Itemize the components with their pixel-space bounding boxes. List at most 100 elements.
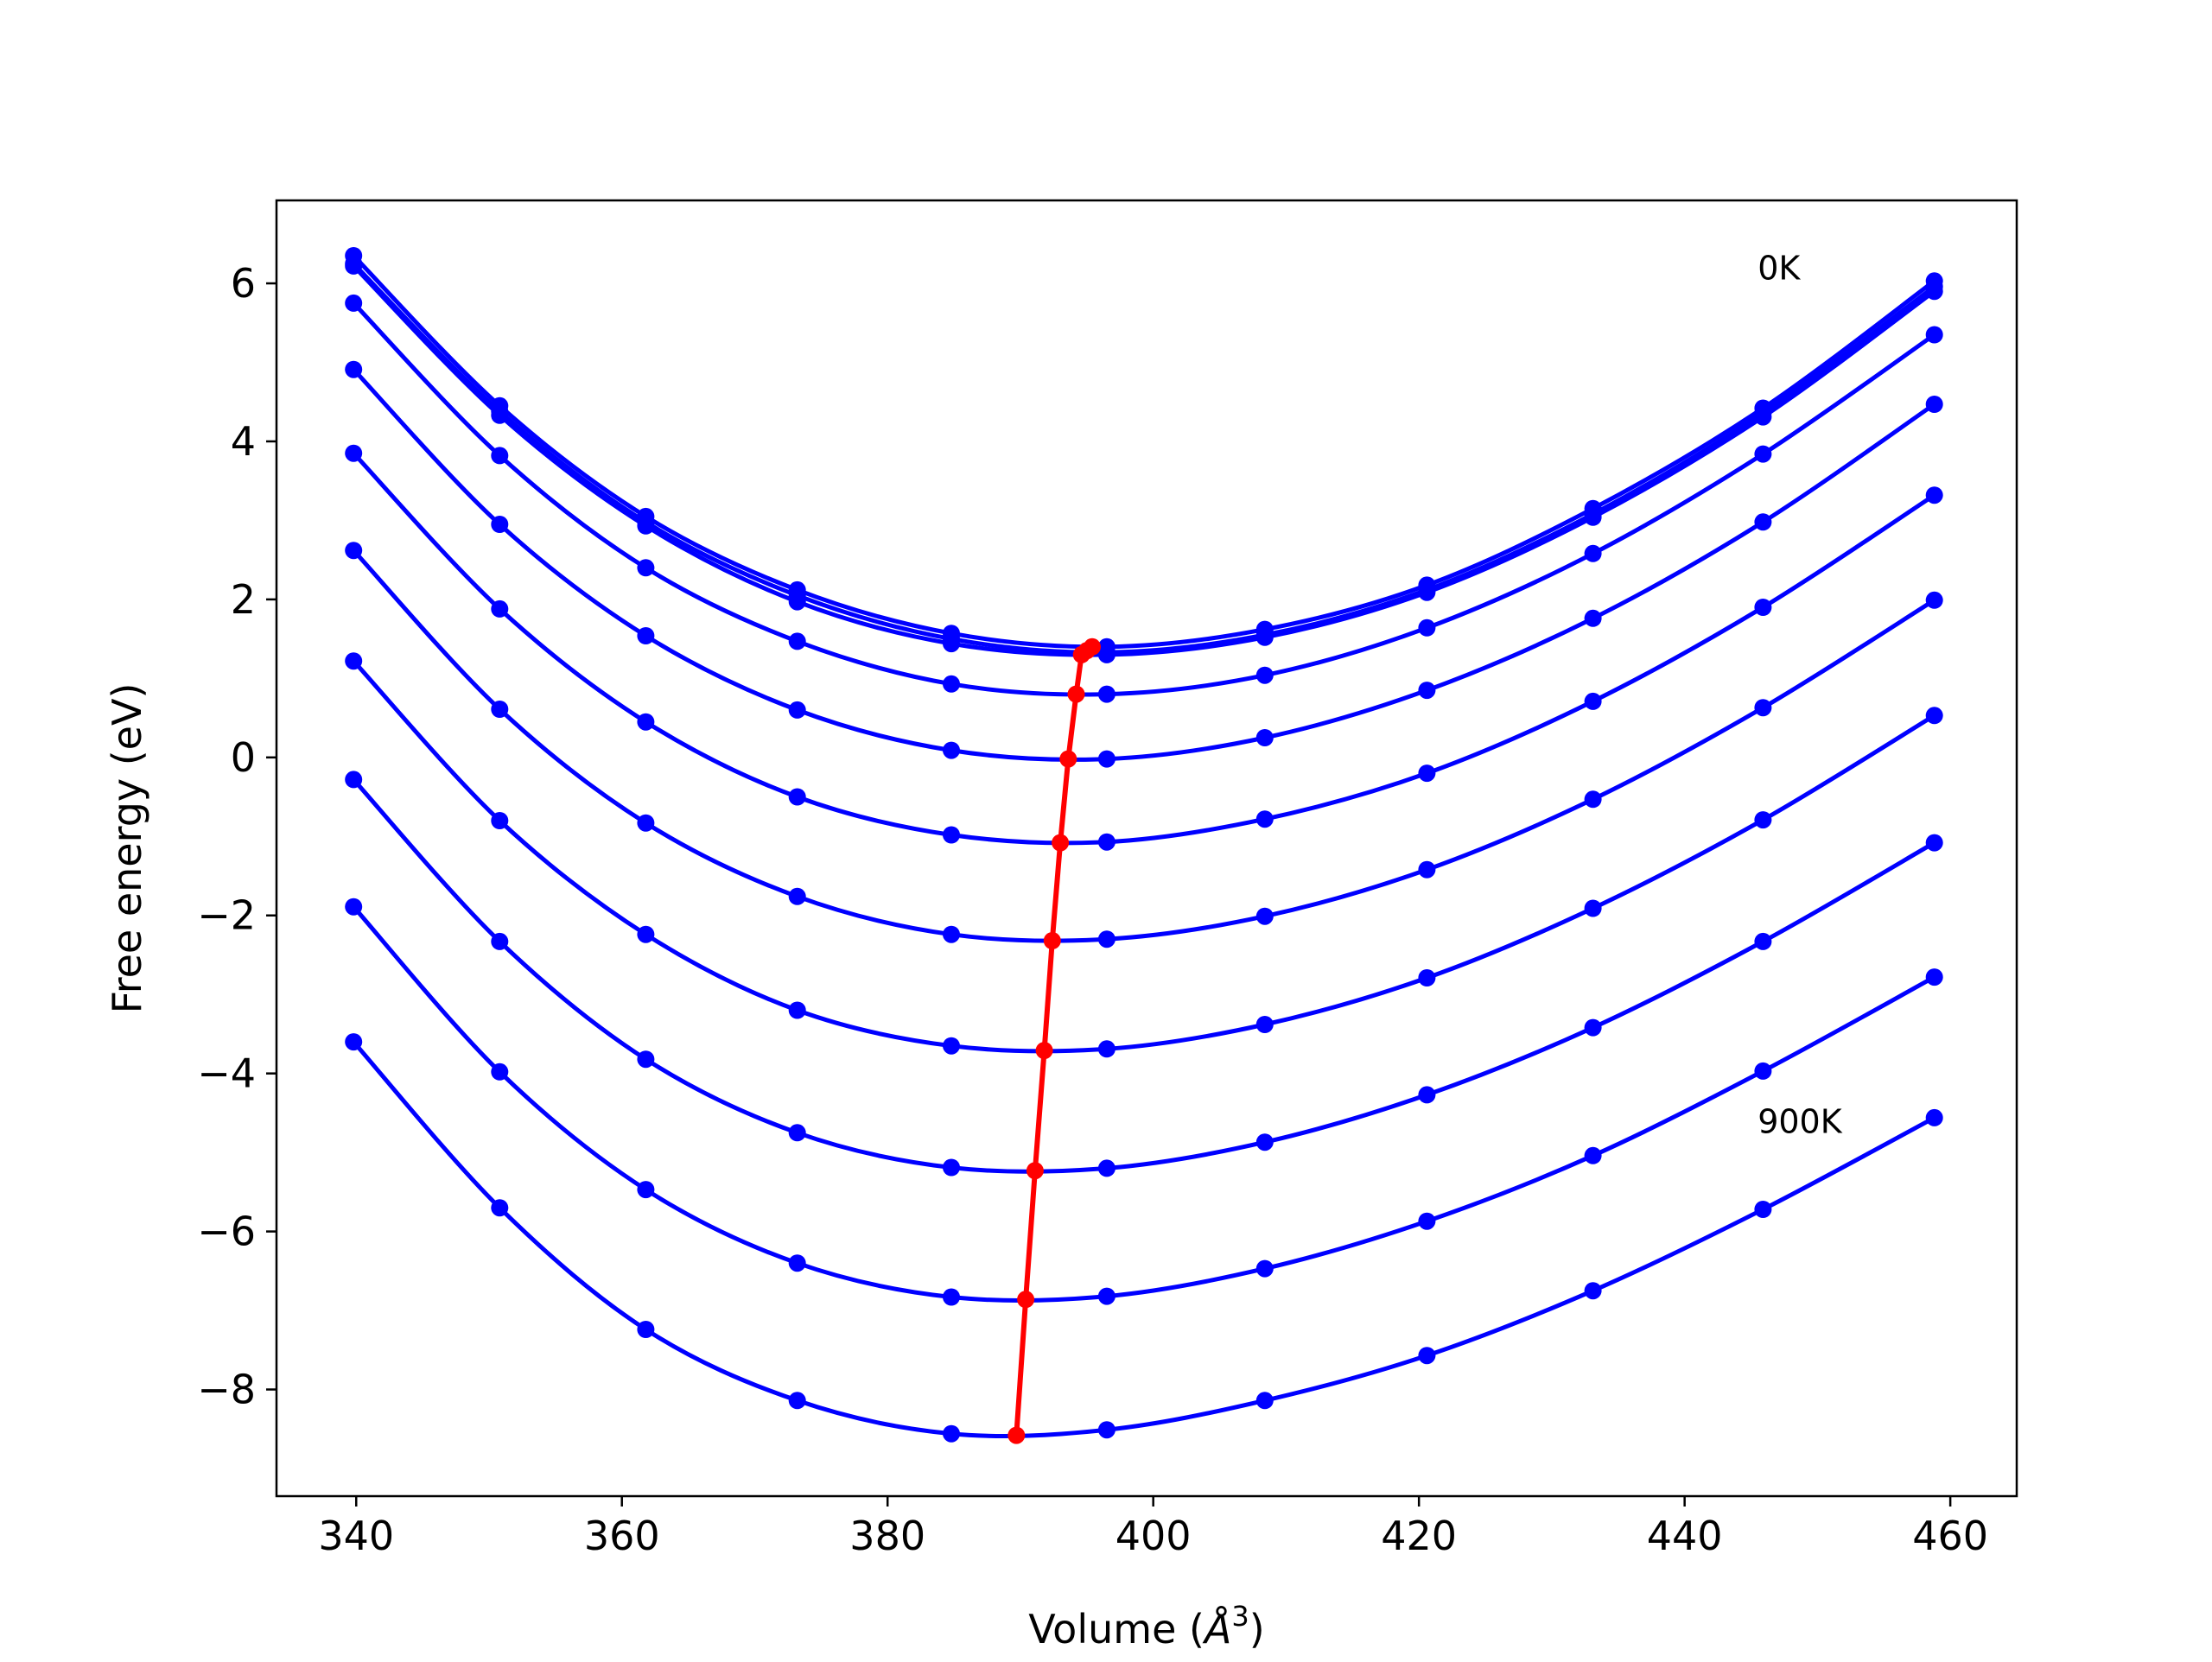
y-tick-label--8: −8 bbox=[197, 1367, 256, 1413]
annotation-0K: 0K bbox=[1758, 250, 1801, 288]
minima-point-2 bbox=[1072, 645, 1090, 663]
minima-line bbox=[1014, 644, 1094, 1436]
x-tick-label-420: 420 bbox=[1381, 1513, 1457, 1559]
series-2-point-10 bbox=[1925, 282, 1943, 301]
series-2-point-5 bbox=[1097, 645, 1116, 663]
series-7-point-9 bbox=[1754, 811, 1772, 829]
series-10-point-8 bbox=[1584, 1282, 1602, 1300]
series-9-point-9 bbox=[1754, 1062, 1772, 1080]
series-8-point-1 bbox=[491, 932, 509, 950]
series-10-point-0 bbox=[345, 1033, 363, 1051]
y-tick-label-0: 0 bbox=[231, 734, 256, 781]
series-3-point-0 bbox=[345, 294, 363, 312]
series-4-line bbox=[352, 367, 1936, 762]
series-10-point-3 bbox=[788, 1392, 806, 1410]
series-7-point-8 bbox=[1584, 899, 1602, 917]
series-6-point-9 bbox=[1754, 699, 1772, 717]
x-axis-label: Volume (Å3) bbox=[1028, 1600, 1264, 1652]
series-8-point-0 bbox=[345, 771, 363, 789]
x-axis-label-close: ) bbox=[1249, 1606, 1265, 1652]
series-2-point-1 bbox=[491, 406, 509, 424]
series-10-point-1 bbox=[491, 1199, 509, 1217]
series-9-point-4 bbox=[943, 1288, 960, 1306]
series-8-point-5 bbox=[1097, 1159, 1116, 1177]
series-6-point-8 bbox=[1584, 790, 1602, 809]
series-3-point-5 bbox=[1097, 685, 1116, 703]
series-7-line bbox=[352, 659, 1936, 1054]
series-3-point-10 bbox=[1925, 326, 1943, 344]
minima-point-10 bbox=[1007, 1426, 1026, 1444]
series-9-point-7 bbox=[1418, 1212, 1436, 1230]
series-5-point-3 bbox=[788, 788, 806, 806]
series-10-point-6 bbox=[1255, 1392, 1274, 1410]
series-7-point-7 bbox=[1418, 969, 1436, 986]
series-5-point-4 bbox=[943, 826, 960, 844]
series-9-point-5 bbox=[1097, 1287, 1116, 1305]
series-3-point-6 bbox=[1255, 666, 1274, 684]
series-3-point-8 bbox=[1584, 544, 1602, 562]
series-6-point-0 bbox=[345, 542, 363, 560]
plot-frame bbox=[275, 199, 2018, 1498]
series-3-point-7 bbox=[1418, 618, 1436, 637]
curves-layer bbox=[345, 247, 1943, 1443]
series-7-point-1 bbox=[491, 812, 509, 829]
x-axis-label-main: Volume ( bbox=[1028, 1606, 1205, 1652]
series-0-line bbox=[352, 254, 1936, 650]
series-2-point-2 bbox=[637, 517, 655, 535]
series-9-point-10 bbox=[1925, 968, 1943, 986]
annotation-900K: 900K bbox=[1758, 1103, 1843, 1141]
series-10-point-10 bbox=[1925, 1108, 1943, 1126]
series-8-point-9 bbox=[1754, 932, 1772, 950]
series-7-point-5 bbox=[1097, 1040, 1116, 1058]
ticks-layer: 340 360 380 400 420 440 460 −8 −6 −4 −2 0 2 4 6 bbox=[197, 260, 1988, 1559]
series-9-point-1 bbox=[491, 1063, 509, 1081]
series-8-point-2 bbox=[637, 1050, 655, 1069]
series-6-point-1 bbox=[491, 701, 509, 718]
series-10-point-5 bbox=[1097, 1421, 1116, 1439]
minima-point-3 bbox=[1067, 685, 1085, 703]
series-4-point-8 bbox=[1584, 609, 1602, 627]
x-axis-label-exponent: 3 bbox=[1231, 1600, 1249, 1633]
series-3-line bbox=[352, 301, 1936, 697]
series-6-line bbox=[352, 549, 1936, 943]
y-tick-label--6: −6 bbox=[197, 1208, 256, 1255]
series-5-point-2 bbox=[637, 713, 655, 731]
series-7-point-4 bbox=[943, 1037, 960, 1055]
series-7-point-10 bbox=[1925, 707, 1943, 725]
x-tick-label-360: 360 bbox=[584, 1513, 660, 1559]
series-5-point-5 bbox=[1097, 833, 1116, 851]
series-4-point-7 bbox=[1418, 682, 1436, 700]
series-7-point-0 bbox=[345, 652, 363, 670]
x-tick-label-440: 440 bbox=[1647, 1513, 1723, 1559]
x-axis-label-unit: Å bbox=[1202, 1606, 1231, 1652]
x-tick-label-400: 400 bbox=[1116, 1513, 1192, 1559]
y-axis-label: Free energy (eV) bbox=[104, 683, 150, 1014]
y-tick-label-4: 4 bbox=[231, 418, 256, 465]
series-4-point-9 bbox=[1754, 513, 1772, 531]
series-9-point-3 bbox=[788, 1254, 806, 1272]
series-7-point-2 bbox=[637, 925, 655, 943]
series-5-point-7 bbox=[1418, 764, 1436, 783]
y-tick-label--4: −4 bbox=[197, 1050, 256, 1097]
series-6-point-10 bbox=[1925, 591, 1943, 609]
annotations-layer: 0K 900K bbox=[1758, 250, 1843, 1141]
series-5-point-6 bbox=[1255, 810, 1274, 828]
series-2-point-8 bbox=[1584, 508, 1602, 526]
series-9-point-0 bbox=[345, 898, 363, 916]
series-10-point-9 bbox=[1754, 1201, 1772, 1218]
series-6-point-7 bbox=[1418, 860, 1436, 879]
series-8-point-10 bbox=[1925, 834, 1943, 852]
series-5-point-10 bbox=[1925, 486, 1943, 504]
series-8-point-8 bbox=[1584, 1018, 1602, 1037]
series-7-point-3 bbox=[788, 1001, 806, 1019]
x-tick-label-340: 340 bbox=[318, 1513, 394, 1559]
minima-layer bbox=[1007, 638, 1101, 1444]
series-6-point-6 bbox=[1255, 907, 1274, 925]
series-3-point-1 bbox=[491, 447, 509, 465]
y-tick-label--2: −2 bbox=[197, 892, 256, 939]
series-3-point-3 bbox=[788, 632, 806, 650]
series-4-point-4 bbox=[943, 741, 960, 759]
series-2-point-0 bbox=[345, 257, 363, 275]
series-6-point-4 bbox=[943, 925, 960, 943]
series-5-point-1 bbox=[491, 599, 509, 618]
